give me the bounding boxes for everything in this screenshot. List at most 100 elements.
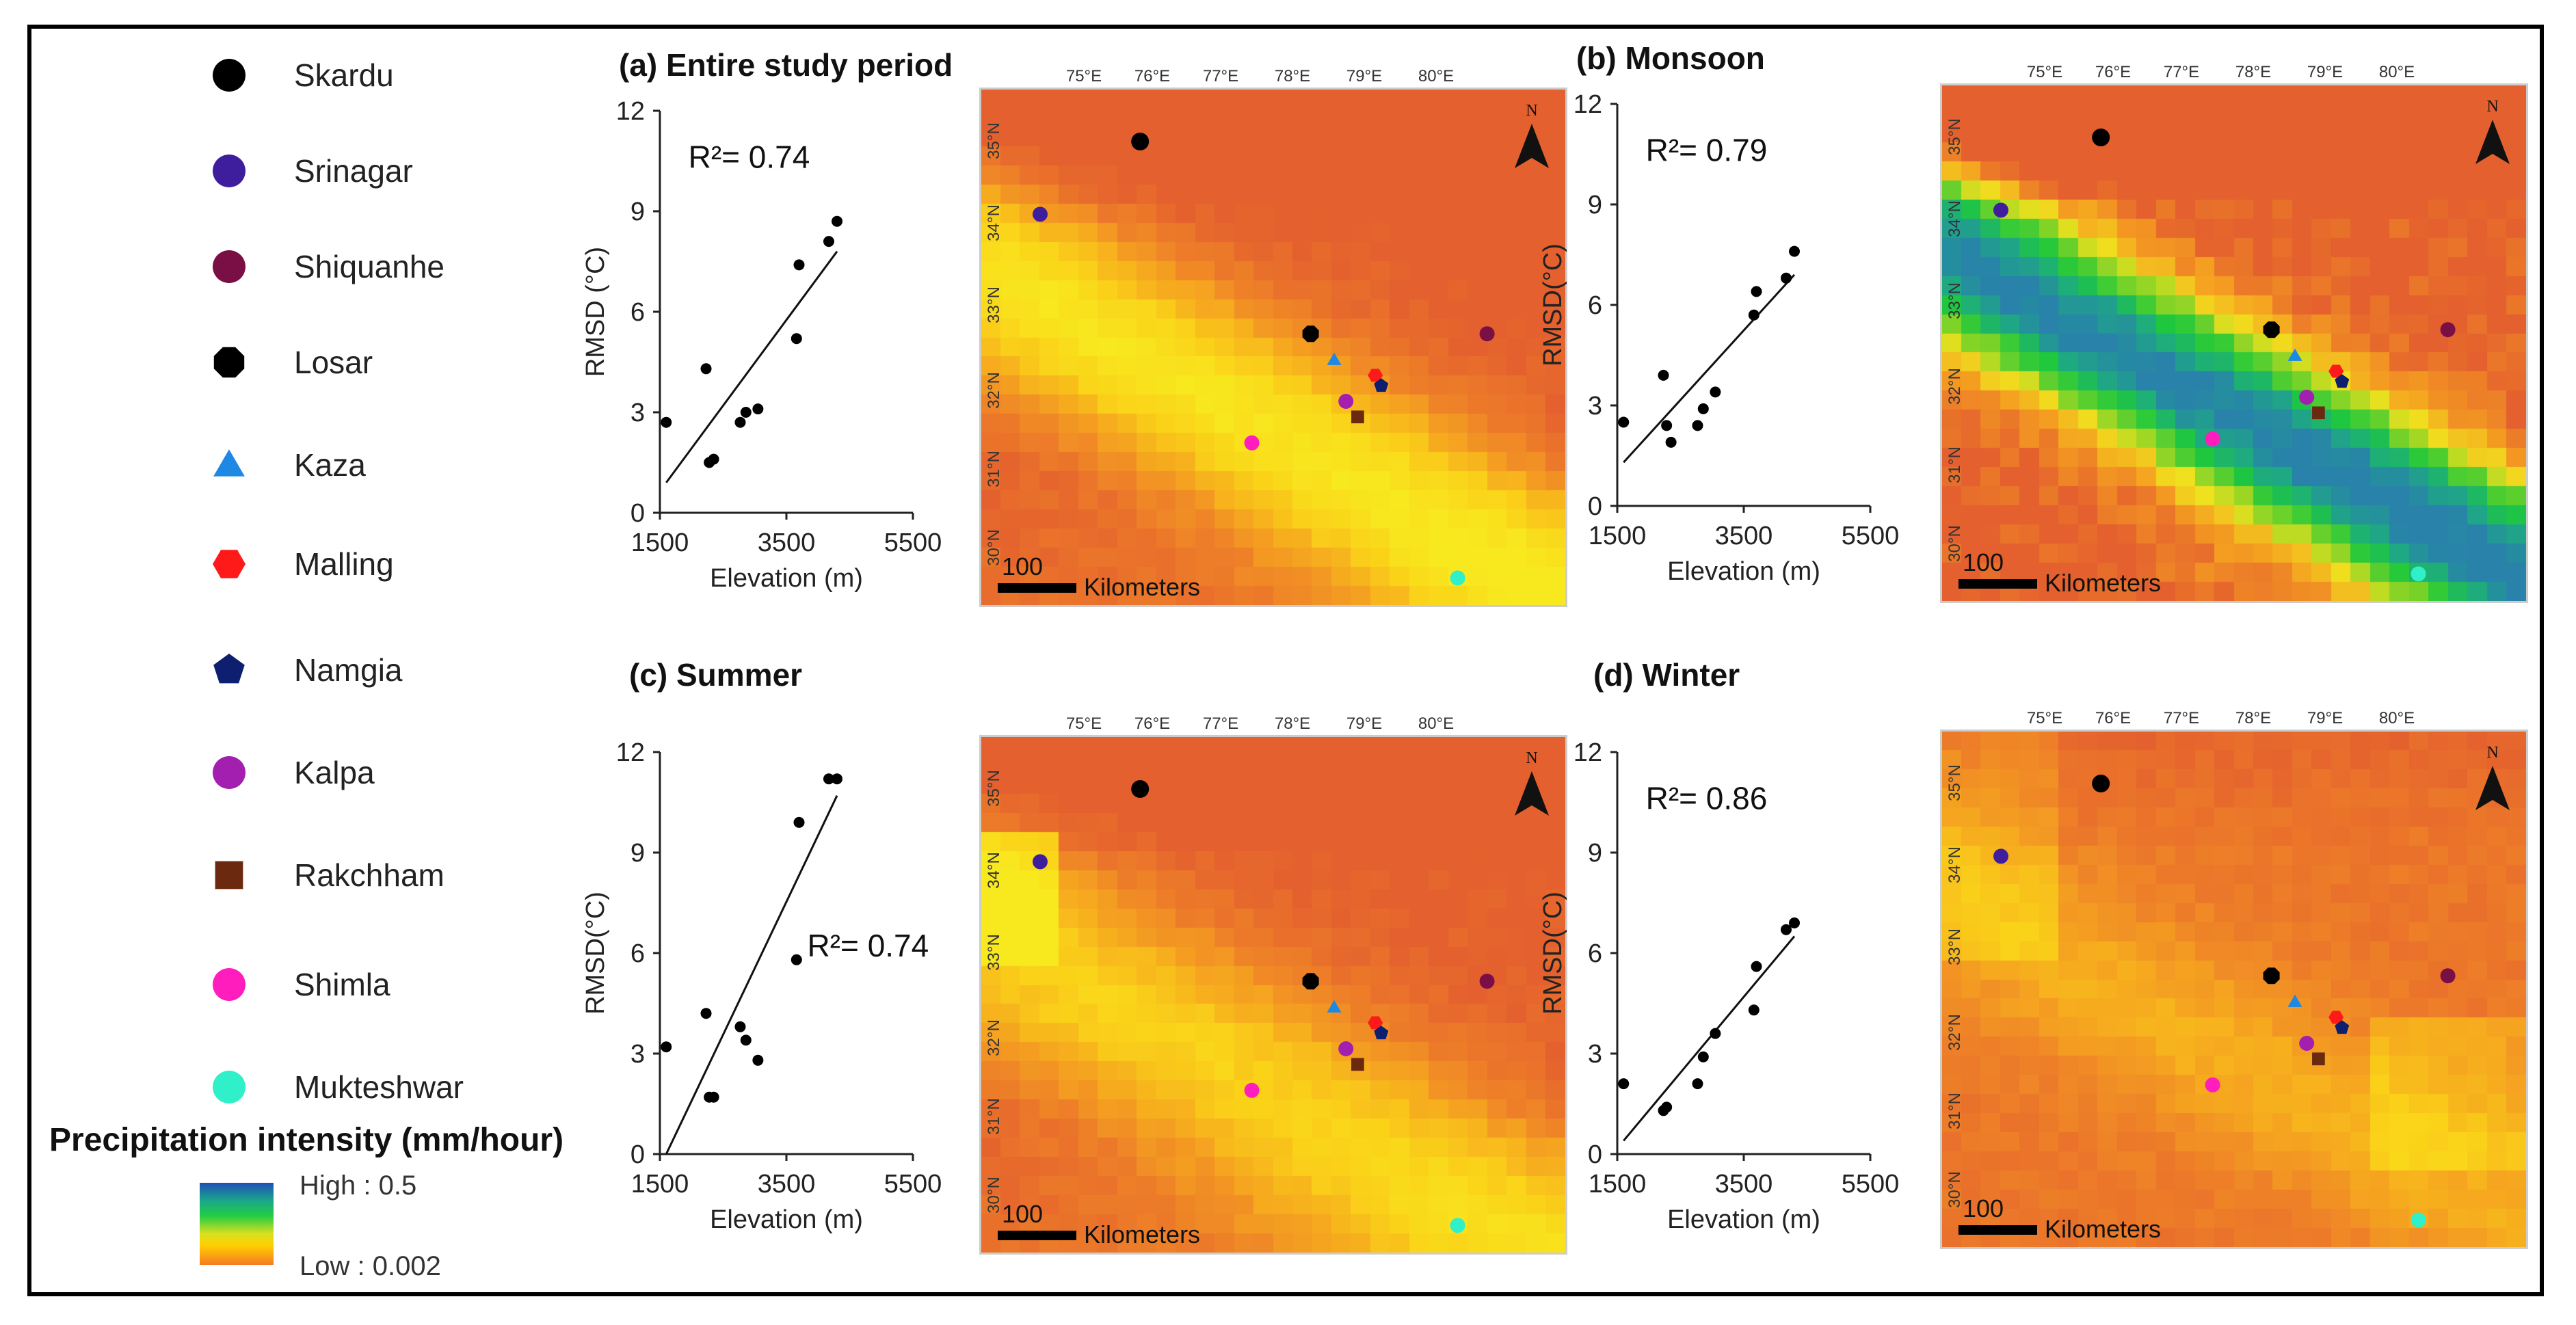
precip-heatmap xyxy=(981,90,1565,605)
panel-a-scatter-plot: 0 3 6 9 12 1500 3500 5500 Elevation (m) RMSD (°C)… xyxy=(578,96,947,605)
y-tick-label: 0 xyxy=(1588,1140,1602,1169)
latitude-tick-label: 33°N xyxy=(1946,282,1964,319)
north-label: N xyxy=(2486,744,2498,762)
legend-symbol-octagon-icon xyxy=(205,342,253,383)
panel-a-title: (a) Entire study period xyxy=(619,47,953,83)
map-station-kaza xyxy=(2287,994,2302,1007)
map-station-rakchham xyxy=(1351,410,1364,424)
longitude-tick-label: 80°E xyxy=(1418,714,1454,733)
legend-symbol-circle-icon xyxy=(205,752,253,793)
longitude-tick-label: 78°E xyxy=(2235,63,2271,81)
legend-label: Shiquanhe xyxy=(294,249,444,284)
x-tick-label: 5500 xyxy=(884,1170,942,1199)
north-label: N xyxy=(1526,102,1537,120)
map-station-malling xyxy=(2328,1011,2344,1024)
y-tick-label: 12 xyxy=(616,97,645,126)
map-station-kaza xyxy=(1327,1000,1342,1013)
legend-item-shimla: Shimla xyxy=(41,957,574,1012)
scale-bar xyxy=(1958,579,2037,589)
longitude-tick-label: 75°E xyxy=(1066,714,1102,733)
legend-label: Srinagar xyxy=(294,153,413,189)
longitude-tick-label: 79°E xyxy=(2307,63,2343,81)
map-station-losar xyxy=(1302,973,1319,990)
data-point xyxy=(708,453,719,465)
longitude-tick-label: 79°E xyxy=(1346,67,1382,85)
legend-item-kaza: Kaza xyxy=(41,438,574,492)
regression-line xyxy=(1623,935,1796,1142)
data-point xyxy=(1697,1051,1709,1062)
data-point xyxy=(1697,403,1709,414)
legend-symbol-circle-icon xyxy=(205,964,253,1005)
x-tick-label: 1500 xyxy=(631,528,689,557)
data-point xyxy=(1618,416,1630,428)
map-station-rakchham xyxy=(2312,1052,2325,1066)
legend-symbol-circle-icon xyxy=(205,1067,253,1108)
data-point xyxy=(793,816,805,828)
map-station-namgia xyxy=(2335,1020,2350,1034)
r-squared-label: R²= 0.79 xyxy=(1646,132,1768,168)
map-station-mukteshwar xyxy=(2411,1212,2426,1228)
data-point xyxy=(1692,1078,1703,1090)
map-station-rakchham xyxy=(2312,406,2325,420)
north-label: N xyxy=(2486,98,2498,116)
data-point xyxy=(752,1054,764,1066)
map-station-srinagar xyxy=(1993,848,2008,864)
map-station-rakchham xyxy=(1351,1058,1364,1071)
data-point xyxy=(740,407,752,418)
station-legend: Skardu Srinagar Shiquanhe Losar Kaza Malling N… xyxy=(41,41,588,1292)
legend-item-namgia: Namgia xyxy=(41,643,574,697)
latitude-tick-label: 31°N xyxy=(985,1098,1003,1135)
precip-colorbar xyxy=(200,1183,274,1265)
legend-label: Namgia xyxy=(294,652,403,688)
latitude-tick-label: 32°N xyxy=(1946,368,1964,405)
map-station-kalpa xyxy=(2299,1036,2315,1051)
scale-unit-label: Kilometers xyxy=(2045,1215,2161,1243)
data-point xyxy=(1748,1004,1760,1016)
legend-label: Rakchham xyxy=(294,857,444,893)
data-point xyxy=(1710,1028,1721,1039)
scale-unit-label: Kilometers xyxy=(2045,569,2161,597)
map-station-losar xyxy=(2263,321,2280,338)
precip-heatmap xyxy=(981,737,1565,1253)
data-point xyxy=(1692,420,1703,431)
north-arrow-icon: N xyxy=(2475,98,2510,164)
data-point xyxy=(661,416,672,428)
north-arrow-icon: N xyxy=(2475,744,2510,810)
regression-line xyxy=(665,250,838,483)
y-tick-label: 0 xyxy=(630,499,645,528)
data-point xyxy=(1661,1101,1673,1113)
x-tick-label: 1500 xyxy=(1589,1170,1647,1199)
latitude-tick-label: 34°N xyxy=(985,204,1003,241)
data-point xyxy=(708,1091,719,1103)
legend-symbol-square-icon xyxy=(205,855,253,896)
longitude-tick-label: 80°E xyxy=(2379,63,2415,81)
x-axis-label: Elevation (m) xyxy=(710,564,863,593)
panel-b-precip-map: 75°E 76°E 77°E 78°E 79°E 80°E 35°N 34°N 33°N 32°N… xyxy=(1940,63,2528,603)
longitude-tick-label: 76°E xyxy=(1134,714,1170,733)
x-tick-label: 5500 xyxy=(884,528,942,557)
data-point xyxy=(1789,917,1800,928)
panel-b-title: (b) Monsoon xyxy=(1576,40,1765,76)
data-point xyxy=(793,259,805,271)
y-tick-label: 12 xyxy=(1574,90,1602,119)
data-point xyxy=(752,403,764,415)
map-station-losar xyxy=(2263,967,2280,985)
y-tick-label: 9 xyxy=(630,198,645,226)
latitude-tick-label: 33°N xyxy=(985,286,1003,323)
y-tick-label: 6 xyxy=(1588,291,1602,320)
map-station-kalpa xyxy=(1338,1041,1354,1056)
latitude-tick-label: 32°N xyxy=(985,372,1003,409)
legend-marker-mukteshwar xyxy=(213,1071,245,1103)
y-tick-label: 3 xyxy=(1588,392,1602,420)
legend-item-mukteshwar: Mukteshwar xyxy=(41,1060,574,1114)
latitude-tick-label: 35°N xyxy=(1946,764,1964,801)
data-point xyxy=(661,1041,672,1053)
scale-unit-label: Kilometers xyxy=(1084,573,1200,601)
x-axis-label: Elevation (m) xyxy=(710,1205,863,1234)
y-tick-label: 6 xyxy=(630,939,645,968)
x-tick-label: 3500 xyxy=(1715,1170,1773,1199)
legend-label: Shimla xyxy=(294,967,390,1002)
map-station-srinagar xyxy=(1993,202,2008,218)
regression-line xyxy=(1623,273,1796,464)
legend-marker-srinagar xyxy=(213,155,245,187)
